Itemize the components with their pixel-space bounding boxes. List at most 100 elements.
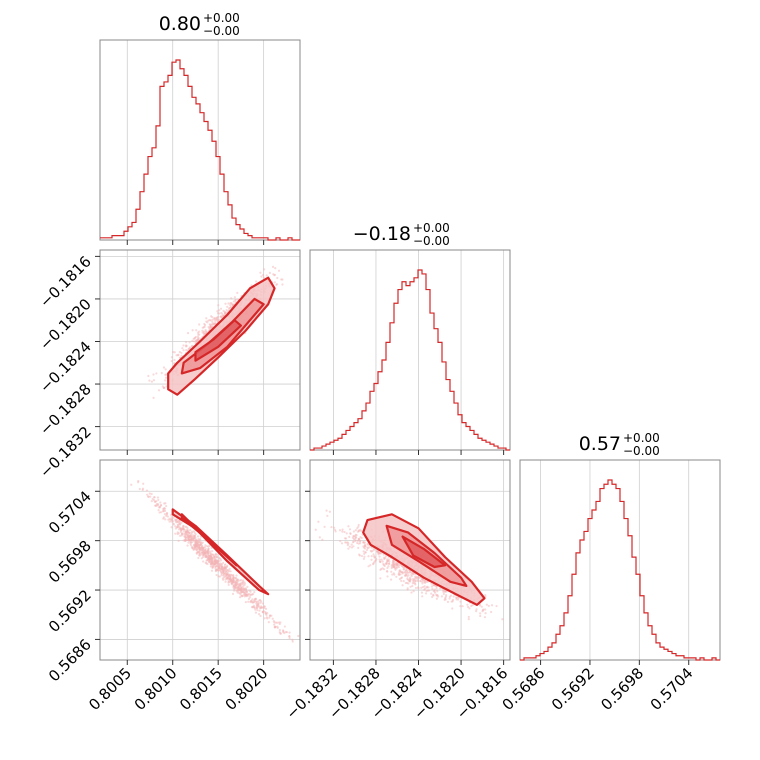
x-tick-label: 0.8015 — [176, 664, 226, 714]
scatter-point — [433, 590, 436, 593]
scatter-point — [220, 567, 223, 570]
scatter-point — [215, 553, 218, 556]
scatter-point — [265, 616, 268, 619]
scatter-point — [407, 574, 410, 577]
scatter-point — [211, 316, 214, 319]
scatter-point — [386, 575, 389, 578]
scatter-point — [162, 366, 166, 369]
scatter-point — [210, 555, 213, 559]
scatter-point — [152, 498, 156, 502]
scatter-point — [196, 551, 199, 554]
scatter-point — [209, 551, 212, 555]
scatter-point — [225, 569, 228, 573]
scatter-point — [158, 511, 161, 514]
scatter-point — [242, 590, 245, 593]
scatter-point — [243, 592, 246, 595]
scatter-point — [263, 268, 266, 271]
scatter-point — [456, 598, 460, 601]
scatter-point — [404, 581, 407, 585]
panel-hist-param-1 — [99, 39, 301, 241]
scatter-point — [423, 585, 426, 588]
scatter-point — [198, 323, 201, 326]
title-value: −0.18 — [353, 223, 411, 245]
scatter-point — [360, 554, 364, 558]
scatter-point — [150, 492, 153, 496]
scatter-point — [376, 550, 380, 553]
scatter-point — [148, 492, 151, 495]
scatter-point — [359, 539, 362, 542]
scatter-point — [239, 593, 242, 596]
scatter-point — [216, 317, 219, 321]
scatter-point — [214, 559, 217, 563]
scatter-point — [455, 598, 458, 601]
scatter-point — [398, 577, 401, 581]
scatter-point — [164, 373, 167, 376]
scatter-point — [442, 592, 445, 596]
scatter-point — [451, 598, 455, 601]
scatter-point — [400, 576, 404, 579]
scatter-point — [162, 516, 166, 519]
scatter-point — [209, 560, 212, 563]
scatter-point — [208, 323, 211, 326]
scatter-point — [207, 547, 210, 550]
scatter-point — [362, 550, 365, 553]
scatter-point — [390, 563, 393, 567]
scatter-point — [156, 496, 160, 499]
scatter-point — [225, 566, 228, 569]
scatter-point — [197, 556, 200, 560]
scatter-point — [154, 500, 157, 503]
scatter-point — [233, 296, 236, 299]
scatter-point — [345, 532, 348, 535]
scatter-point — [241, 585, 245, 588]
scatter-point — [420, 591, 424, 594]
scatter-point — [228, 570, 231, 573]
scatter-point — [323, 525, 326, 528]
scatter-point — [160, 511, 163, 514]
scatter-point — [176, 531, 179, 534]
scatter-point — [209, 325, 212, 328]
scatter-point — [321, 538, 324, 541]
scatter-point — [148, 379, 151, 382]
scatter-point — [150, 500, 153, 503]
scatter-point — [404, 569, 407, 572]
scatter-point — [230, 297, 233, 300]
scatter-point — [258, 599, 261, 602]
scatter-point — [162, 386, 166, 389]
scatter-point — [440, 595, 444, 598]
scatter-point — [297, 634, 300, 638]
scatter-point — [450, 600, 453, 603]
scatter-point — [255, 280, 258, 283]
scatter-point — [193, 337, 196, 340]
scatter-point — [203, 322, 206, 326]
scatter-point — [171, 350, 175, 354]
scatter-point — [185, 536, 188, 539]
scatter-point — [403, 571, 406, 574]
scatter-point — [224, 302, 227, 305]
scatter-point — [400, 570, 403, 573]
scatter-point — [364, 544, 367, 547]
scatter-point — [253, 606, 256, 610]
scatter-point — [150, 380, 154, 383]
scatter-point — [425, 580, 428, 584]
scatter-point — [483, 616, 487, 619]
scatter-point — [201, 541, 204, 544]
scatter-point — [350, 543, 353, 546]
density-contours — [167, 276, 276, 396]
scatter-point — [253, 591, 256, 594]
scatter-point — [468, 607, 471, 610]
scatter-point — [436, 590, 439, 593]
scatter-point — [244, 587, 247, 590]
scatter-point — [254, 611, 258, 614]
scatter-point — [218, 575, 221, 578]
scatter-point — [346, 544, 349, 547]
scatter-point — [174, 518, 177, 521]
scatter-point — [199, 546, 202, 549]
title-value: 0.57 — [579, 433, 621, 455]
scatter-point — [455, 596, 458, 599]
scatter-point — [218, 569, 222, 572]
scatter-point — [274, 621, 277, 624]
scatter-point — [276, 625, 279, 628]
scatter-point — [137, 479, 140, 483]
scatter-point — [277, 621, 281, 624]
